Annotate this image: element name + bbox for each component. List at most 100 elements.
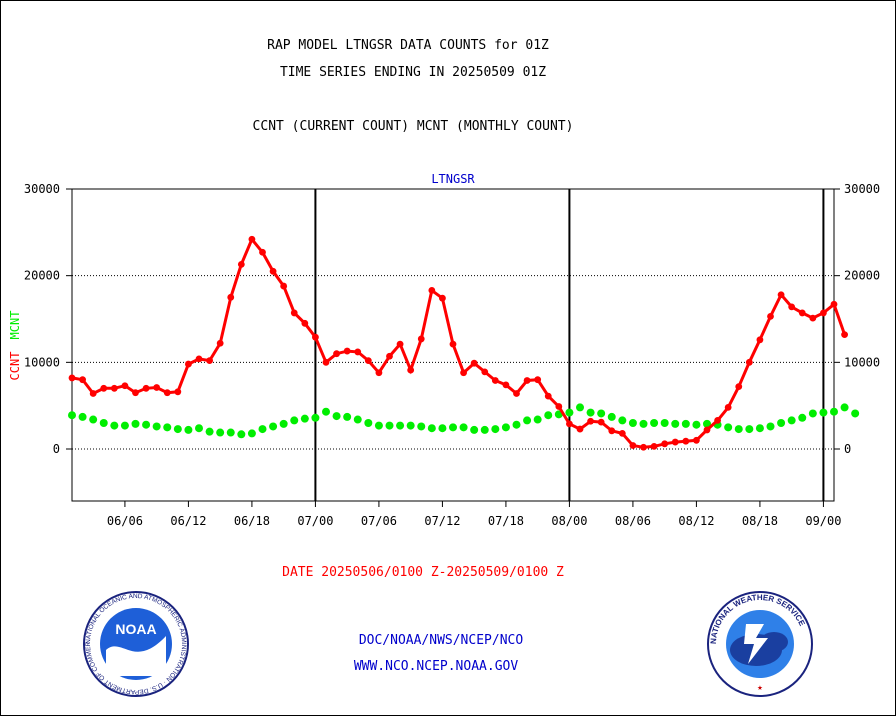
data-point-ccnt [439,294,446,302]
data-point-mcnt [353,415,362,424]
data-point-ccnt [566,420,573,428]
data-point-mcnt [607,412,616,421]
x-tick-label: 06/12 [170,514,206,528]
x-tick-label: 08/06 [615,514,651,528]
data-point-mcnt [639,419,648,428]
data-point-mcnt [163,423,172,432]
x-tick-label: 08/12 [678,514,714,528]
data-point-ccnt [788,303,796,311]
x-tick-label: 07/12 [424,514,460,528]
data-point-ccnt [597,418,605,426]
data-point-mcnt [120,421,129,430]
data-point-ccnt [629,442,637,449]
data-point-mcnt [808,409,817,418]
data-point-mcnt [660,419,669,427]
data-point-mcnt [374,421,383,430]
noaa-logo-icon: NATIONAL OCEANIC AND ATMOSPHERIC ADMINIS… [82,590,189,697]
data-point-mcnt [417,422,426,431]
data-point-mcnt [396,421,405,430]
data-point-mcnt [142,420,151,429]
data-point-ccnt [523,377,531,384]
data-point-mcnt [364,419,373,427]
chart-subtitle: CCNT (CURRENT COUNT) MCNT (MONTHLY COUNT… [252,119,574,134]
panel-title: LTNGSR [431,172,475,186]
data-point-mcnt [300,414,309,423]
data-point-ccnt [79,376,86,384]
data-point-mcnt [681,419,690,428]
y-tick-label-left: 0 [53,442,60,456]
data-point-mcnt [755,424,764,433]
x-tick-label: 07/06 [361,514,397,528]
x-tick-label: 07/00 [297,514,333,528]
data-point-mcnt [290,416,299,425]
x-tick-label: 08/18 [742,514,778,528]
org-link[interactable]: DOC/NOAA/NWS/NCEP/NCO [358,633,524,648]
data-point-ccnt [502,381,510,389]
y-tick-label-right: 0 [844,442,851,456]
x-tick-label: 09/00 [805,514,841,528]
data-point-mcnt [576,403,584,412]
data-point-ccnt [312,333,319,341]
data-point-mcnt [89,415,98,424]
y-axis-label-mcnt: MCNT [8,311,22,340]
data-point-mcnt [459,423,468,432]
data-point-mcnt [480,425,489,434]
data-point-mcnt [258,425,267,434]
data-point-ccnt [534,376,542,384]
data-point-ccnt [280,282,288,290]
data-point-mcnt [734,425,743,434]
data-point-mcnt [184,425,193,434]
data-point-ccnt [767,313,774,320]
data-point-mcnt [586,408,595,417]
data-point-ccnt [830,300,838,308]
x-tick-label: 07/18 [488,514,524,528]
data-point-mcnt [830,407,838,416]
data-point-ccnt [481,368,489,376]
data-point-mcnt [491,425,500,434]
data-point-mcnt [438,424,447,433]
data-point-mcnt [798,413,807,422]
data-point-ccnt [354,348,362,356]
data-point-mcnt [766,422,775,431]
data-point-mcnt [131,419,140,428]
data-point-mcnt [724,423,733,432]
website-link[interactable]: WWW.NCO.NCEP.NOAA.GOV [353,659,519,674]
data-point-ccnt [661,440,669,448]
y-tick-label-right: 10000 [844,355,880,369]
data-point-mcnt [671,419,680,428]
y-tick-label-right: 30000 [844,182,880,196]
data-point-ccnt [206,357,213,364]
data-point-mcnt [152,422,161,431]
data-point-ccnt [841,331,848,338]
y-tick-label-left: 10000 [24,355,60,369]
data-point-ccnt [555,403,563,410]
data-point-mcnt [544,411,553,420]
data-point-ccnt [428,287,436,294]
data-point-mcnt [618,416,627,425]
data-point-ccnt [142,384,150,392]
data-point-mcnt [703,419,711,428]
data-point-ccnt [513,390,520,397]
data-point-mcnt [205,427,214,436]
data-point-ccnt [227,293,235,301]
data-point-mcnt [427,424,436,433]
data-point-mcnt [279,419,288,428]
data-point-ccnt [820,309,827,317]
data-point-ccnt [745,358,753,366]
data-point-mcnt [406,421,415,430]
data-point-mcnt [78,412,87,421]
data-point-ccnt [343,347,351,355]
data-point-mcnt [650,419,659,427]
data-point-mcnt [195,424,203,433]
data-point-ccnt [703,426,711,434]
data-point-ccnt [417,335,425,343]
data-point-ccnt [132,389,139,397]
data-point-mcnt [237,430,246,439]
plot-area: 0 0 10000 10000 20000 20000 30000 30000 06/06 06/… [8,172,880,528]
data-point-ccnt [185,360,192,368]
data-point-ccnt [714,417,721,424]
nws-logo-icon: NATIONAL WEATHER SERVICE ★ [707,591,813,697]
data-point-ccnt [301,319,309,327]
data-point-mcnt [110,421,119,430]
